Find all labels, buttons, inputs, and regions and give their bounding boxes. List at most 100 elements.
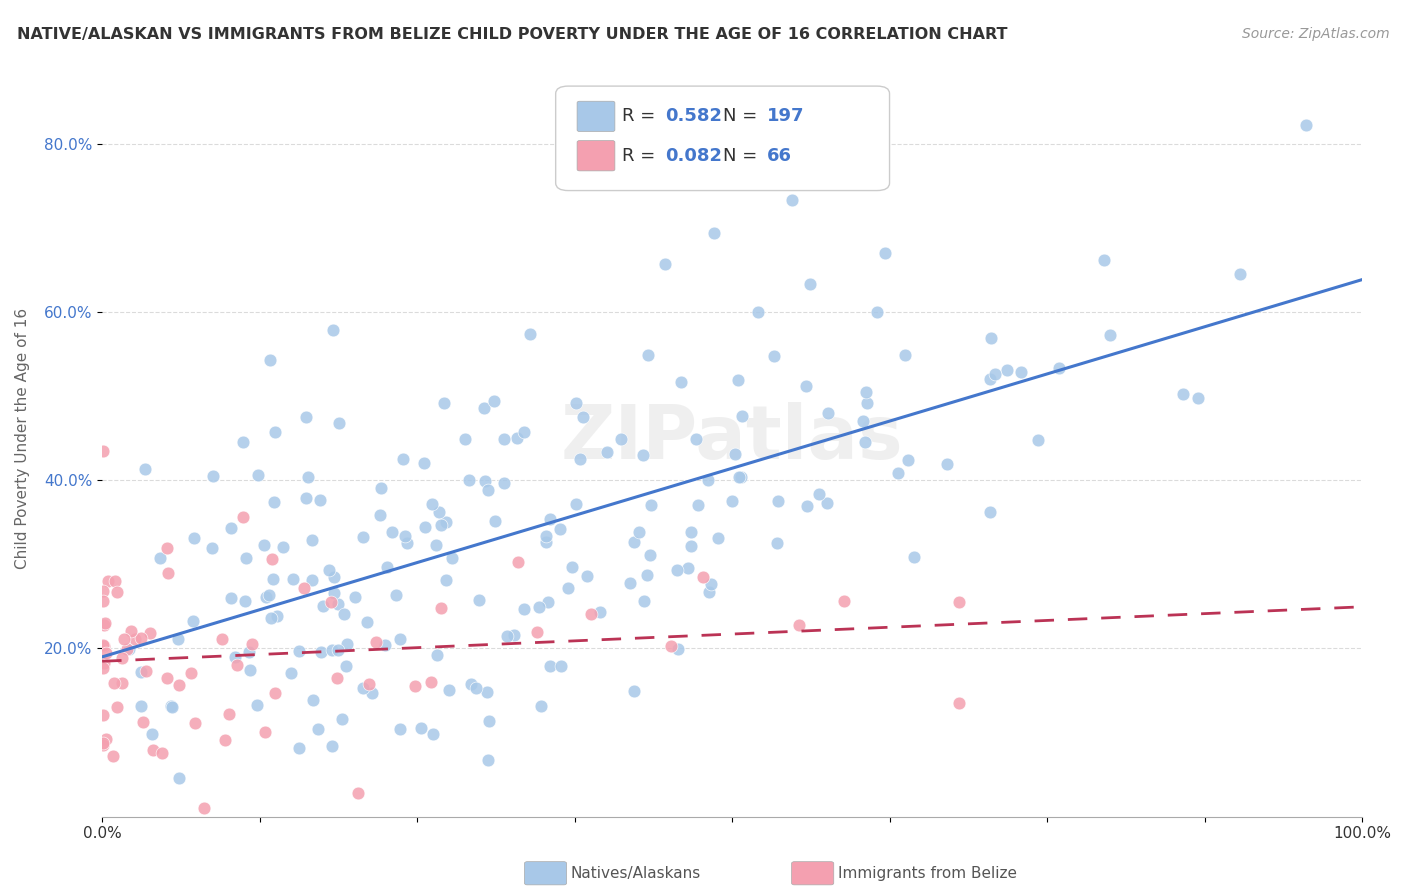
Point xyxy=(430,600,453,615)
Text: R =: R = xyxy=(623,147,661,165)
Point xyxy=(120,624,142,639)
Text: Natives/Alaskans: Natives/Alaskans xyxy=(571,866,702,880)
Point xyxy=(766,494,789,508)
Point xyxy=(855,385,877,400)
Point xyxy=(129,699,152,714)
Point xyxy=(111,651,134,665)
Point xyxy=(427,505,450,519)
Point xyxy=(832,593,855,607)
Point xyxy=(579,607,602,622)
Point xyxy=(669,376,692,390)
Point xyxy=(224,649,246,664)
Point xyxy=(527,600,550,615)
Point xyxy=(1092,253,1115,268)
Point xyxy=(295,410,318,425)
Point xyxy=(309,644,332,658)
Point xyxy=(93,638,115,652)
Point xyxy=(253,724,276,739)
Point xyxy=(426,648,449,662)
Point xyxy=(93,593,115,607)
Point xyxy=(368,508,391,523)
Point xyxy=(852,414,875,428)
Point xyxy=(477,714,499,728)
Point xyxy=(262,552,284,566)
Point xyxy=(763,349,786,363)
Point xyxy=(375,560,398,574)
Point xyxy=(356,615,378,630)
Point xyxy=(430,518,453,533)
Point xyxy=(219,521,242,535)
Point xyxy=(110,676,132,690)
Point xyxy=(686,498,709,512)
Point xyxy=(979,505,1001,519)
Point xyxy=(665,563,688,577)
Point xyxy=(321,642,343,657)
Text: Source: ZipAtlas.com: Source: ZipAtlas.com xyxy=(1241,27,1389,41)
Point xyxy=(219,591,242,605)
Point xyxy=(413,520,436,534)
Text: 197: 197 xyxy=(768,107,804,126)
Point xyxy=(538,512,561,526)
Point xyxy=(309,493,332,508)
Point xyxy=(308,723,330,737)
Point xyxy=(326,671,349,685)
Point xyxy=(232,510,254,524)
Point xyxy=(301,573,323,587)
Point xyxy=(302,693,325,707)
Point xyxy=(494,432,516,446)
Point xyxy=(330,712,353,726)
Point xyxy=(366,635,388,649)
Point xyxy=(97,574,120,588)
Point xyxy=(610,432,633,446)
Point xyxy=(404,679,426,693)
Point xyxy=(326,597,349,611)
Point xyxy=(796,499,818,513)
Point xyxy=(654,257,676,271)
FancyBboxPatch shape xyxy=(576,141,614,171)
Point xyxy=(640,498,662,512)
Point xyxy=(731,409,754,424)
Point xyxy=(425,538,447,552)
Point xyxy=(181,614,204,628)
Point xyxy=(235,551,257,566)
Point xyxy=(948,697,970,711)
Point xyxy=(132,714,155,729)
Point xyxy=(343,590,366,604)
Point xyxy=(93,444,115,458)
Text: 0.582: 0.582 xyxy=(665,107,723,126)
Point xyxy=(484,515,506,529)
Point xyxy=(730,470,752,484)
Point xyxy=(692,570,714,584)
Point xyxy=(747,305,769,319)
Point xyxy=(152,746,174,760)
Point xyxy=(288,741,311,756)
Point xyxy=(550,522,572,536)
Point xyxy=(505,431,527,445)
Point xyxy=(260,611,283,625)
Point xyxy=(374,638,396,652)
Point xyxy=(280,665,302,680)
Point xyxy=(534,529,557,543)
Point xyxy=(727,373,749,387)
Point xyxy=(565,396,588,410)
Point xyxy=(262,572,284,586)
Point xyxy=(156,566,179,580)
Point xyxy=(319,595,342,609)
Point xyxy=(115,642,138,657)
Point xyxy=(936,457,959,471)
Point xyxy=(502,628,524,642)
Point xyxy=(247,467,270,482)
Point xyxy=(264,685,287,699)
Point xyxy=(328,643,350,657)
Point xyxy=(623,684,645,698)
Point xyxy=(474,475,496,489)
Point xyxy=(565,497,588,511)
Point xyxy=(226,658,249,673)
Point xyxy=(218,706,240,721)
Point xyxy=(780,193,803,207)
Point xyxy=(681,524,703,539)
Point xyxy=(685,432,707,446)
Point xyxy=(93,617,115,632)
Point xyxy=(434,573,457,587)
Point xyxy=(721,493,744,508)
